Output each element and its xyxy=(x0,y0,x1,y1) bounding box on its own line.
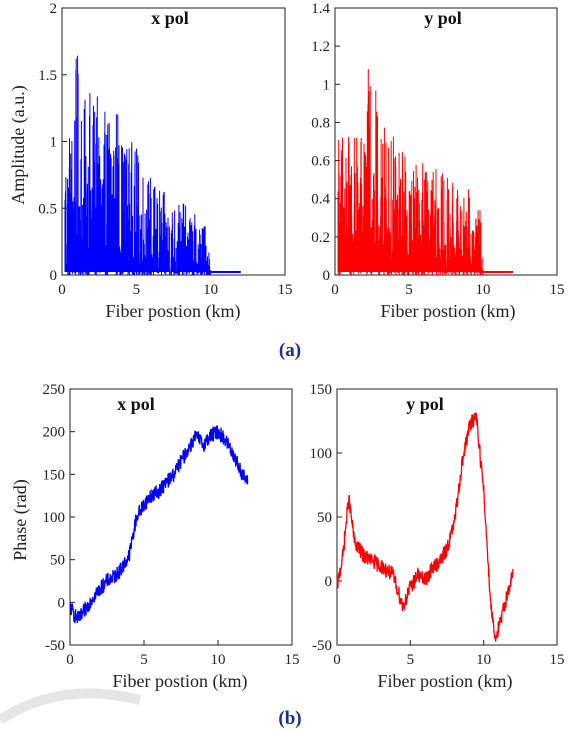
x-axis-label: Fiber postion (km) xyxy=(378,671,513,692)
x-tick-label: 10 xyxy=(476,282,491,298)
x-tick-label: 15 xyxy=(550,282,565,298)
plot-area xyxy=(69,388,293,646)
x-tick-label: 10 xyxy=(211,652,226,668)
x-tick-label: 0 xyxy=(58,282,66,298)
y-tick-label: 1 xyxy=(50,135,58,151)
x-tick-label: 0 xyxy=(333,652,341,668)
y-tick-label: 100 xyxy=(310,446,333,462)
panel-title: y pol xyxy=(406,394,444,414)
y-tick-label: 150 xyxy=(310,382,333,398)
y-tick-label: 0 xyxy=(323,268,331,284)
series-trace xyxy=(64,55,241,275)
x-tick-label: 5 xyxy=(140,652,148,668)
y-tick-label: 1.5 xyxy=(38,68,57,84)
panel-title: x pol xyxy=(151,8,189,28)
y-tick-label: 50 xyxy=(317,510,332,526)
x-tick-label: 10 xyxy=(476,652,491,668)
y-tick-label: 1 xyxy=(323,77,331,93)
x-tick-label: 0 xyxy=(331,282,339,298)
y-tick-label: 0.8 xyxy=(311,115,330,131)
y-tick-label: 0.6 xyxy=(311,154,330,170)
y-tick-label: 0 xyxy=(325,574,333,590)
x-tick-label: 5 xyxy=(133,282,141,298)
x-axis-label: Fiber postion (km) xyxy=(381,301,516,322)
decorative-arc xyxy=(0,688,142,725)
y-tick-label: 1.4 xyxy=(311,1,330,17)
chart-panel-phase-y: y pol Fiber postion (km) 0 5 10 15-50050100… xyxy=(310,382,565,692)
y-tick-label: 0 xyxy=(58,595,66,611)
chart-panel-phase-x: x pol Fiber postion (km) Phase (rad) 0 5 1… xyxy=(10,382,300,692)
y-tick-label: 0.4 xyxy=(311,192,330,208)
y-tick-label: 1.2 xyxy=(311,39,330,55)
x-tick-label: 15 xyxy=(550,652,565,668)
y-tick-label: 100 xyxy=(43,510,66,526)
x-tick-label: 15 xyxy=(278,282,293,298)
y-tick-label: 50 xyxy=(50,553,65,569)
y-tick-label: 200 xyxy=(43,425,66,441)
caption-b: (b) xyxy=(278,708,301,729)
chart-panel-amplitude-y: y pol Fiber postion (km) 0 5 10 15 0 0.2 0.4 0.… xyxy=(311,1,564,322)
y-tick-label: -50 xyxy=(312,638,332,654)
x-axis-label: Fiber postion (km) xyxy=(113,671,248,692)
y-tick-label: 2 xyxy=(50,1,58,17)
y-tick-label: -50 xyxy=(45,638,65,654)
y-tick-label: 0.2 xyxy=(311,230,330,246)
y-axis-label: Amplitude (a.u.) xyxy=(8,85,29,204)
x-axis-label: Fiber postion (km) xyxy=(106,301,241,322)
series-trace xyxy=(337,69,513,275)
chart-panel-amplitude-x: x pol Fiber postion (km) Amplitude (a.u.… xyxy=(8,1,293,322)
y-tick-label: 250 xyxy=(43,382,66,398)
caption-a: (a) xyxy=(279,340,301,361)
y-axis-label: Phase (rad) xyxy=(10,479,31,560)
y-tick-label: 0.5 xyxy=(38,201,57,217)
plot-area xyxy=(336,388,558,646)
panel-title: y pol xyxy=(424,8,462,28)
panel-title: x pol xyxy=(117,394,155,414)
x-tick-label: 5 xyxy=(405,282,413,298)
x-tick-label: 5 xyxy=(407,652,415,668)
x-tick-label: 15 xyxy=(285,652,300,668)
series-line xyxy=(69,425,249,624)
x-tick-label: 10 xyxy=(203,282,218,298)
y-tick-label: 150 xyxy=(43,467,66,483)
y-tick-label: 0 xyxy=(50,268,58,284)
series-line xyxy=(336,412,514,642)
x-tick-label: 0 xyxy=(66,652,74,668)
